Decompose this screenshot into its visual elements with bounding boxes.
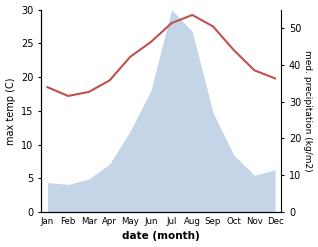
Y-axis label: max temp (C): max temp (C) bbox=[5, 77, 16, 144]
X-axis label: date (month): date (month) bbox=[122, 231, 200, 242]
Y-axis label: med. precipitation (kg/m2): med. precipitation (kg/m2) bbox=[303, 50, 313, 172]
